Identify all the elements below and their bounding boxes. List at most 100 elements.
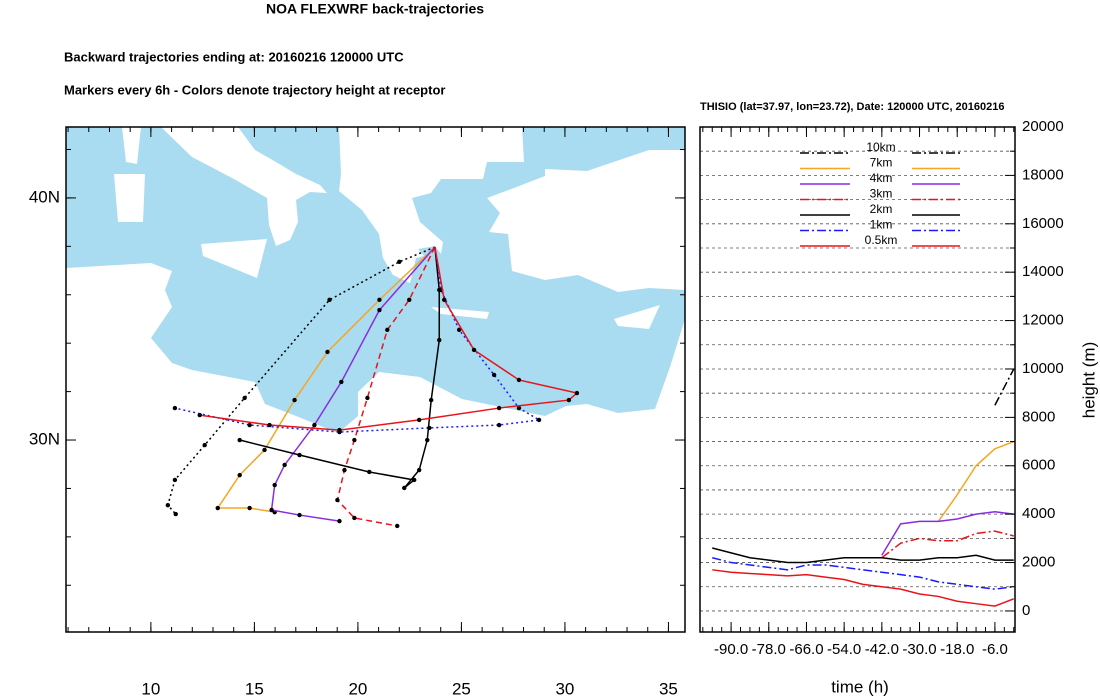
marker (237, 437, 242, 443)
marker (407, 297, 412, 303)
marker (173, 511, 178, 517)
height-title: THISIO (lat=37.97, lon=23.72), Date: 120… (700, 101, 1005, 113)
marker (456, 327, 462, 333)
x-tick-label: -78.0 (752, 641, 786, 658)
marker (312, 422, 317, 428)
legend-label: 10km (866, 140, 895, 154)
marker (516, 377, 522, 383)
x-tick-label: -54.0 (827, 641, 861, 658)
x-tick-label: 20 (348, 679, 367, 698)
height-frame (699, 126, 1016, 633)
height-line (712, 556, 1014, 590)
land (487, 150, 685, 292)
marker (536, 417, 542, 423)
y-tick-label: 0 (1022, 602, 1030, 619)
x-tick-label: -6.0 (982, 641, 1008, 658)
marker (352, 437, 357, 443)
land (114, 174, 145, 222)
marker (428, 397, 434, 403)
marker (335, 497, 340, 503)
marker (339, 379, 344, 385)
marker (267, 422, 272, 428)
marker (427, 425, 432, 431)
x-tick-label: -42.0 (865, 641, 899, 658)
legend-label: 0.5km (865, 233, 898, 247)
marker (395, 523, 400, 529)
x-tick-label: -66.0 (789, 641, 823, 658)
map-subtitle: Backward trajectories ending at: 2016021… (64, 49, 404, 64)
marker (172, 405, 178, 411)
marker (337, 518, 342, 524)
y-tick-label: 10000 (1022, 360, 1064, 377)
marker (402, 485, 407, 491)
y-tick-label: 2000 (1022, 554, 1055, 571)
land (431, 307, 489, 319)
marker (365, 395, 370, 401)
marker (337, 427, 342, 433)
legend-label: 4km (870, 171, 893, 185)
marker (377, 307, 382, 313)
marker (496, 405, 502, 411)
marker (247, 422, 252, 428)
marker (377, 297, 382, 303)
height-line (712, 547, 1014, 564)
marker (416, 467, 422, 473)
height-lines (712, 368, 1015, 607)
marker (269, 507, 274, 513)
legend-label: 2km (870, 202, 893, 216)
marker (262, 447, 267, 453)
x-tick-label: 10 (141, 679, 160, 698)
marker (516, 405, 522, 411)
legend-label: 3km (870, 187, 893, 201)
marker (566, 397, 572, 403)
marker (496, 422, 502, 428)
land (161, 127, 327, 246)
y-tick-label: 18000 (1022, 166, 1064, 183)
map-title: NOA FLEXWRF back-trajectories (266, 1, 484, 17)
marker (327, 297, 332, 303)
height-line (712, 569, 1015, 607)
map-subtitle: Markers every 6h - Colors denote traject… (64, 82, 445, 97)
marker (416, 417, 422, 423)
marker (165, 502, 171, 508)
marker (437, 337, 442, 343)
map-background (66, 127, 685, 632)
trajectory (167, 246, 436, 515)
y-tick-label: 6000 (1022, 457, 1055, 474)
land (201, 239, 267, 278)
marker (272, 482, 277, 488)
x-axis-label: time (h) (831, 677, 889, 696)
x-tick-label: 25 (452, 679, 471, 698)
marker (574, 390, 580, 396)
marker (325, 349, 330, 355)
y-tick-label: 14000 (1022, 263, 1064, 280)
y-tick-label: 40N (29, 187, 60, 206)
marker (247, 505, 252, 511)
marker (202, 442, 207, 448)
land (614, 305, 660, 329)
land (339, 127, 524, 283)
x-tick-label: -18.0 (940, 641, 974, 658)
x-tick-label: -30.0 (902, 641, 936, 658)
land (122, 127, 141, 164)
marker (242, 395, 247, 401)
marker (397, 259, 402, 265)
marker (412, 477, 417, 483)
y-tick-label: 12000 (1022, 312, 1064, 329)
marker (297, 512, 302, 518)
marker (215, 505, 220, 511)
y-tick-label: 4000 (1022, 505, 1055, 522)
trajectories (165, 246, 580, 529)
marker (352, 515, 357, 521)
y-tick-label: 30N (29, 430, 60, 449)
marker (367, 469, 372, 475)
map-frame (65, 126, 686, 633)
marker (237, 472, 242, 478)
marker (342, 467, 347, 473)
marker (172, 477, 178, 483)
marker (282, 462, 287, 468)
grid (700, 126, 1015, 612)
x-tick-label: 30 (555, 679, 574, 698)
height-line (994, 368, 1015, 406)
